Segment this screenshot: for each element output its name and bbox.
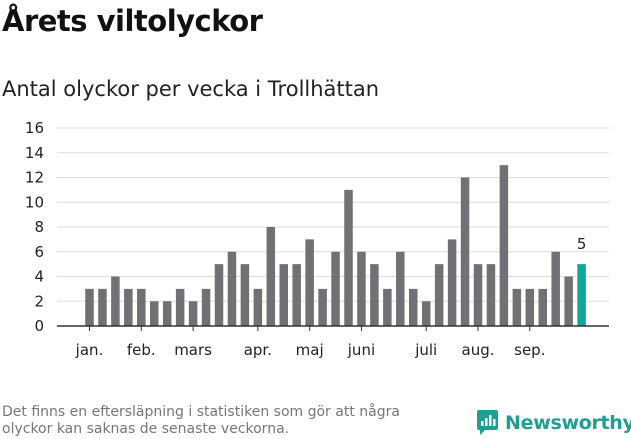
y-tick-label: 16 bbox=[25, 119, 44, 137]
bar bbox=[409, 288, 418, 327]
x-tick-label: mars bbox=[174, 341, 212, 359]
bar bbox=[460, 177, 470, 326]
x-tick-label: apr. bbox=[244, 341, 272, 359]
bar bbox=[344, 189, 353, 327]
bar bbox=[111, 276, 120, 326]
footnote: Det finns en eftersläpning i statistiken… bbox=[2, 404, 400, 437]
bar-chart: 0 2 4 6 8 10 12 14 16 jan. feb. mars apr. maj juni jul… bbox=[25, 119, 609, 359]
bar bbox=[253, 288, 263, 327]
bar bbox=[421, 301, 431, 326]
chart-title: Årets viltolyckor bbox=[2, 4, 263, 38]
y-tick-label: 10 bbox=[25, 193, 44, 211]
bar bbox=[473, 264, 483, 327]
x-tick-label: juni bbox=[347, 341, 375, 359]
bar-highlight bbox=[577, 264, 586, 327]
brand-name: Newsworthy bbox=[505, 411, 631, 434]
x-axis-tick-labels: jan. feb. mars apr. maj juni juli aug. sep. bbox=[75, 341, 546, 359]
bar bbox=[188, 301, 198, 326]
bar bbox=[357, 251, 366, 326]
bar bbox=[305, 239, 314, 327]
y-tick-label: 14 bbox=[25, 144, 44, 162]
y-tick-label: 0 bbox=[34, 317, 44, 335]
bar bbox=[383, 288, 392, 327]
x-tick-label: juli bbox=[414, 341, 437, 359]
bar bbox=[564, 276, 573, 326]
bar bbox=[499, 165, 509, 327]
bar bbox=[227, 251, 237, 326]
y-tick-label: 6 bbox=[34, 243, 44, 261]
y-tick-label: 12 bbox=[25, 169, 44, 187]
bar bbox=[150, 301, 159, 326]
bar bbox=[396, 251, 405, 326]
x-tick-label: sep. bbox=[514, 341, 545, 359]
x-tick-label: feb. bbox=[127, 341, 156, 359]
bar bbox=[201, 288, 211, 327]
bar bbox=[137, 288, 146, 327]
x-tick-label: jan. bbox=[75, 341, 104, 359]
bar bbox=[175, 288, 185, 327]
bars bbox=[85, 165, 586, 327]
bar bbox=[266, 227, 276, 326]
bar bbox=[98, 288, 107, 327]
x-tick-label: aug. bbox=[462, 341, 495, 359]
brand[interactable]: Newsworthy bbox=[476, 409, 631, 436]
bar bbox=[447, 239, 457, 327]
bar bbox=[551, 251, 560, 326]
bar bbox=[538, 288, 547, 327]
bar bbox=[214, 264, 224, 327]
y-tick-label: 4 bbox=[34, 268, 44, 286]
highlight-data-label: 5 bbox=[577, 235, 587, 253]
y-axis-tick-labels: 0 2 4 6 8 10 12 14 16 bbox=[25, 119, 44, 335]
data-labels: 5 bbox=[577, 235, 587, 253]
x-tick-label: maj bbox=[296, 341, 324, 359]
bar bbox=[434, 264, 444, 327]
y-tick-label: 8 bbox=[34, 218, 44, 236]
bar bbox=[292, 264, 301, 327]
bar bbox=[162, 301, 172, 326]
bar bbox=[486, 264, 496, 327]
bar bbox=[525, 288, 535, 327]
bar bbox=[240, 264, 250, 327]
bar bbox=[318, 288, 327, 327]
bar bbox=[124, 288, 133, 327]
x-axis bbox=[57, 325, 609, 331]
bar bbox=[85, 288, 94, 327]
bar bbox=[512, 288, 522, 327]
newsworthy-logo-icon bbox=[477, 410, 498, 435]
bar bbox=[370, 264, 379, 327]
y-tick-label: 2 bbox=[34, 292, 44, 310]
chart-subtitle: Antal olyckor per vecka i Trollhättan bbox=[2, 77, 380, 101]
bar bbox=[331, 251, 340, 326]
bar bbox=[279, 264, 288, 327]
